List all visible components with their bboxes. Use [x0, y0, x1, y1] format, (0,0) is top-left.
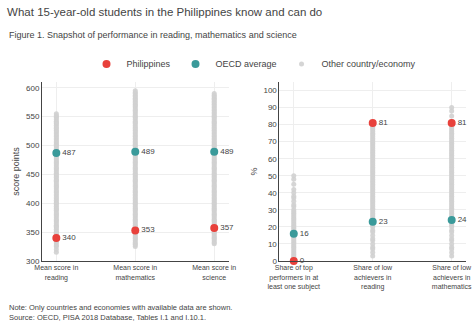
svg-text:600: 600 [26, 84, 40, 93]
svg-text:500: 500 [26, 141, 40, 150]
svg-text:450: 450 [26, 170, 40, 179]
svg-text:30: 30 [268, 206, 277, 215]
svg-text:Figure 1. Snapshot of performa: Figure 1. Snapshot of performance in rea… [9, 30, 297, 40]
svg-text:0: 0 [300, 256, 305, 265]
svg-text:10: 10 [268, 240, 277, 249]
svg-text:80: 80 [268, 120, 277, 129]
svg-text:OECD average: OECD average [216, 59, 277, 69]
svg-text:Mean score inmathematics: Mean score inmathematics [113, 264, 157, 280]
svg-text:100: 100 [263, 86, 277, 95]
svg-text:24: 24 [458, 215, 467, 224]
svg-text:Note: Only countries and econo: Note: Only countries and economies with … [9, 303, 232, 322]
svg-text:357: 357 [220, 223, 234, 232]
svg-text:90: 90 [268, 103, 277, 112]
svg-text:550: 550 [26, 112, 40, 121]
svg-text:340: 340 [62, 233, 76, 242]
svg-text:50: 50 [268, 172, 277, 181]
svg-text:40: 40 [268, 189, 277, 198]
svg-text:Mean score inscience: Mean score inscience [192, 264, 236, 280]
svg-text:489: 489 [141, 147, 155, 156]
svg-text:489: 489 [220, 147, 234, 156]
svg-text:487: 487 [62, 148, 76, 157]
svg-text:350: 350 [26, 228, 40, 237]
svg-text:%: % [249, 167, 259, 175]
svg-text:300: 300 [26, 257, 40, 266]
svg-text:60: 60 [268, 155, 277, 164]
svg-text:81: 81 [458, 118, 467, 127]
svg-text:Share of lowachievers inreadin: Share of lowachievers inreading [353, 264, 393, 290]
svg-text:Share of lowachievers inmathem: Share of lowachievers inmathematics [432, 264, 472, 289]
svg-text:Philippines: Philippines [127, 59, 171, 69]
svg-text:0: 0 [272, 257, 277, 266]
svg-text:353: 353 [141, 225, 155, 234]
svg-text:400: 400 [26, 199, 40, 208]
svg-text:Share of topperformers in atle: Share of topperformers in atleast one su… [267, 264, 320, 290]
svg-text:Other country/economy: Other country/economy [322, 59, 416, 69]
svg-text:score points: score points [11, 147, 21, 196]
svg-text:16: 16 [300, 229, 309, 238]
svg-text:Mean score inreading: Mean score inreading [34, 264, 78, 281]
svg-text:23: 23 [379, 217, 388, 226]
svg-text:20: 20 [268, 223, 277, 232]
svg-text:81: 81 [379, 118, 388, 127]
svg-text:70: 70 [268, 137, 277, 146]
svg-text:What 15-year-old students in t: What 15-year-old students in the Philipp… [7, 6, 322, 18]
